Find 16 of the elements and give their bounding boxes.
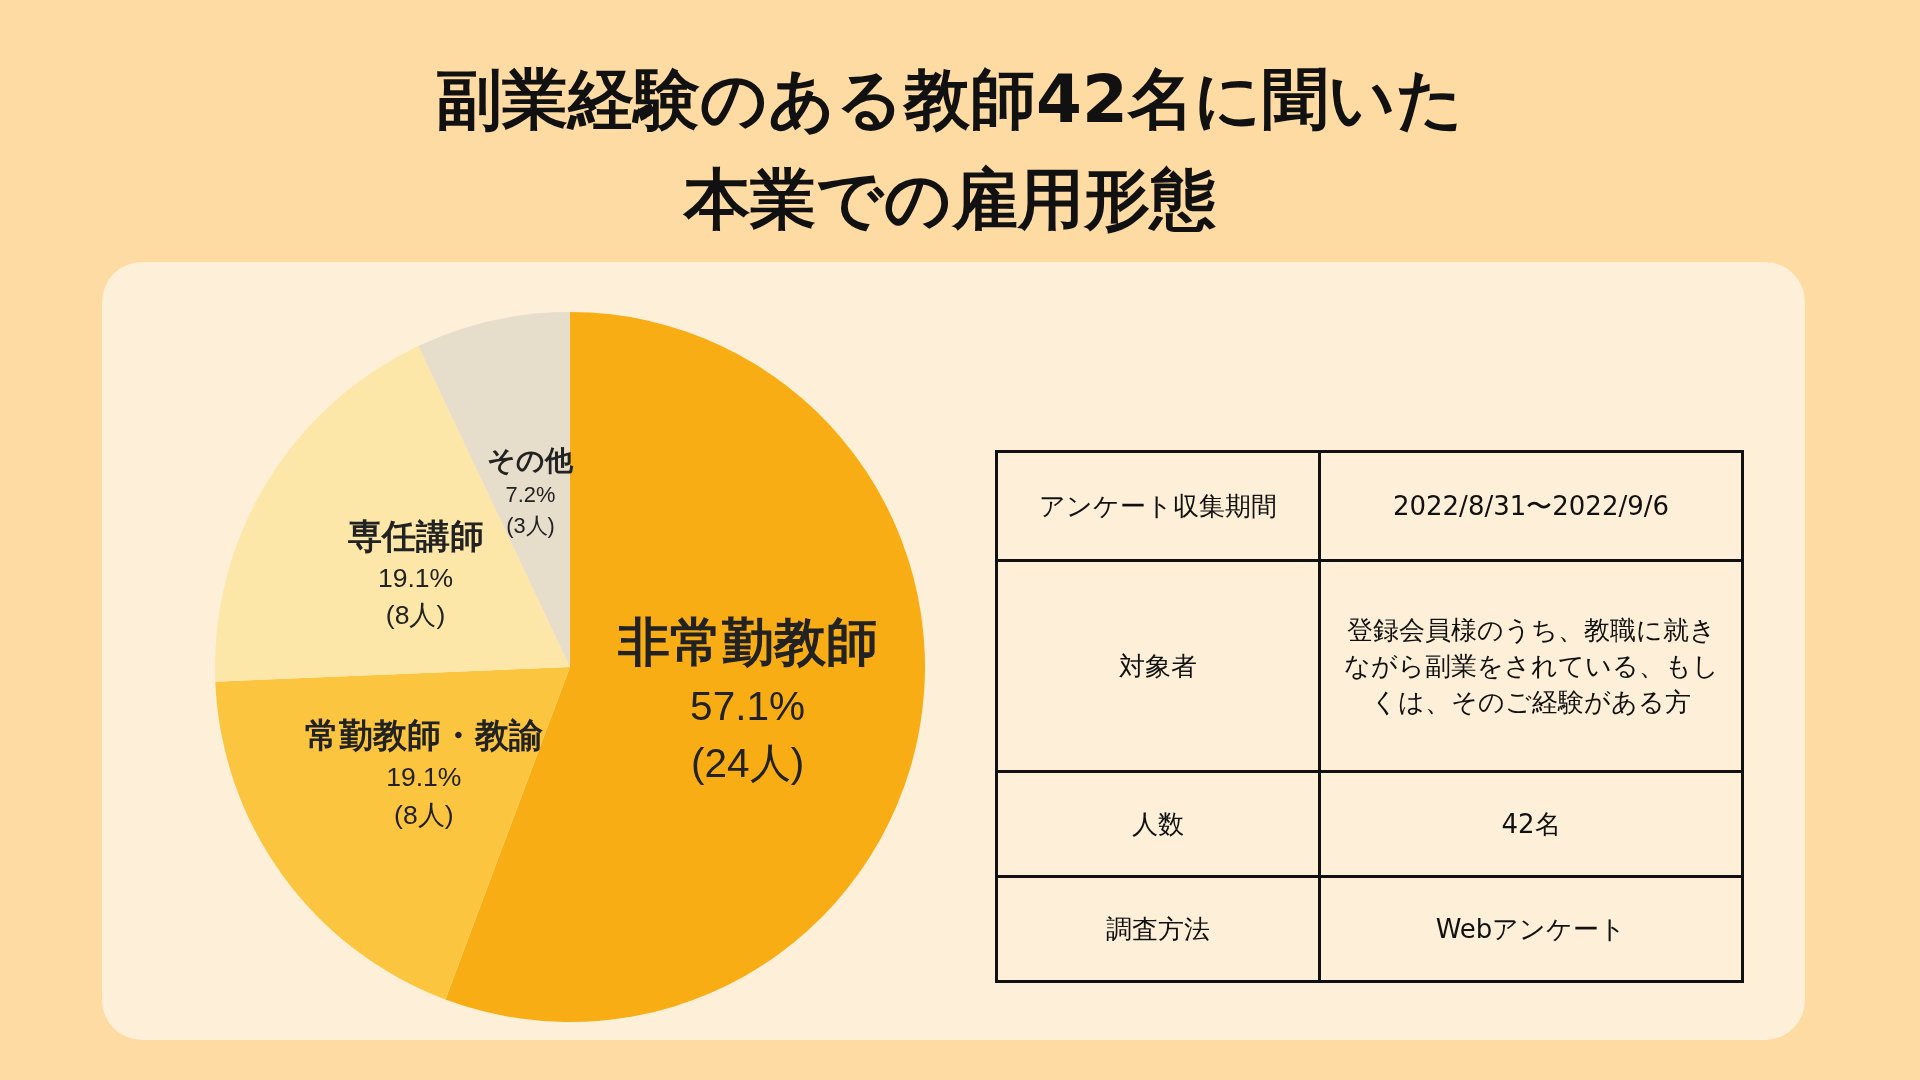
data-label: 7.2% (3人) [505,481,556,538]
text: 対象者 [996,560,1320,772]
text: アンケート収集期間 [996,451,1320,561]
text: 2022/8/31〜2022/9/6 [1319,451,1743,561]
slice-label: 専任講師 [347,517,484,556]
slice-label: 常勤教師・教諭 [304,716,543,755]
text: 調査方法 [996,876,1320,982]
text: 人数 [996,771,1320,877]
slice-label: 非常勤教師 [616,612,878,671]
chart-title: 副業経験のある教師42名に聞いた本業での雇用形態 [435,60,1465,240]
text: Webアンケート [1319,876,1743,982]
data-label: 19.1% (8人) [386,762,462,830]
text: 42名 [1319,771,1743,877]
text: 登録会員様のうち、教職に就きながら副業をされている、もしくは、そのご経験がある方 [1319,560,1743,772]
data-label: 57.1% (24人) [690,682,806,786]
data-label: 19.1% (8人) [377,562,454,631]
